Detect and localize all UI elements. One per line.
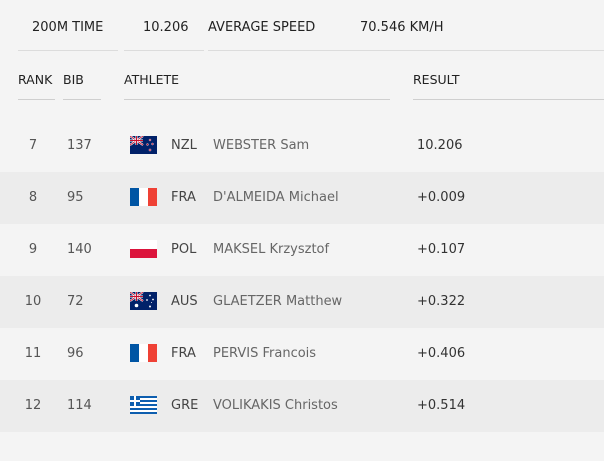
table-row[interactable]: 10 72 AUS GLAETZER Matthew +0.322 (0, 276, 604, 328)
divider (63, 99, 101, 100)
divider (18, 50, 118, 51)
bib-cell: 140 (67, 242, 92, 257)
fra-flag-icon (130, 188, 157, 206)
athlete-cell[interactable]: PERVIS Francois (213, 346, 317, 361)
bib-cell: 114 (67, 398, 92, 413)
noc-cell: FRA (171, 346, 196, 361)
rank-cell: 11 (24, 346, 42, 361)
divider (18, 99, 55, 100)
table-header: RANK BIB ATHLETE RESULT (0, 52, 604, 120)
bib-cell: 95 (67, 190, 84, 205)
table-row[interactable]: 8 95 FRA D'ALMEIDA Michael +0.009 (0, 172, 604, 224)
divider (124, 99, 390, 100)
noc-cell: NZL (171, 138, 197, 153)
bib-cell: 72 (67, 294, 84, 309)
header-athlete: ATHLETE (124, 72, 180, 87)
rank-cell: 7 (28, 138, 38, 153)
noc-cell: AUS (171, 294, 198, 309)
time-value: 10.206 (143, 20, 189, 35)
table-row[interactable]: 12 114 GRE VOLIKAKIS Christos +0.514 (0, 380, 604, 432)
speed-value: 70.546 KM/H (360, 20, 444, 35)
rank-cell: 10 (24, 294, 42, 309)
result-cell: +0.107 (417, 242, 466, 257)
rank-cell: 12 (24, 398, 42, 413)
athlete-cell[interactable]: D'ALMEIDA Michael (213, 190, 339, 205)
bib-cell: 96 (67, 346, 84, 361)
header-bib: BIB (63, 72, 84, 87)
result-cell: +0.322 (417, 294, 466, 309)
table-row[interactable]: 7 137 NZL WEBSTER Sam 10.206 (0, 120, 604, 172)
athlete-cell[interactable]: VOLIKAKIS Christos (213, 398, 338, 413)
result-cell: +0.009 (417, 190, 466, 205)
header-rank: RANK (18, 72, 53, 87)
noc-cell: POL (171, 242, 197, 257)
pol-flag-icon (130, 240, 157, 258)
divider (413, 99, 604, 100)
athlete-cell[interactable]: MAKSEL Krzysztof (213, 242, 330, 257)
table-row[interactable]: 9 140 POL MAKSEL Krzysztof +0.107 (0, 224, 604, 276)
aus-flag-icon (130, 292, 157, 310)
athlete-cell[interactable]: GLAETZER Matthew (213, 294, 343, 309)
bib-cell: 137 (67, 138, 92, 153)
result-cell: +0.514 (417, 398, 466, 413)
fra-flag-icon (130, 344, 157, 362)
rank-cell: 8 (28, 190, 38, 205)
athlete-cell[interactable]: WEBSTER Sam (213, 138, 310, 153)
speed-label: AVERAGE SPEED (208, 20, 316, 35)
gre-flag-icon (130, 396, 157, 414)
time-label: 200M TIME (32, 20, 104, 35)
rank-cell: 9 (28, 242, 38, 257)
noc-cell: GRE (171, 398, 199, 413)
divider (124, 50, 204, 51)
divider (208, 50, 604, 51)
summary-bar: 200M TIME 10.206 AVERAGE SPEED 70.546 KM… (0, 0, 604, 52)
header-result: RESULT (413, 72, 460, 87)
results-table: 7 137 NZL WEBSTER Sam 10.206 8 95 (0, 120, 604, 432)
noc-cell: FRA (171, 190, 196, 205)
result-cell: +0.406 (417, 346, 466, 361)
result-cell: 10.206 (417, 138, 463, 153)
table-row[interactable]: 11 96 FRA PERVIS Francois +0.406 (0, 328, 604, 380)
nzl-flag-icon (130, 136, 157, 154)
